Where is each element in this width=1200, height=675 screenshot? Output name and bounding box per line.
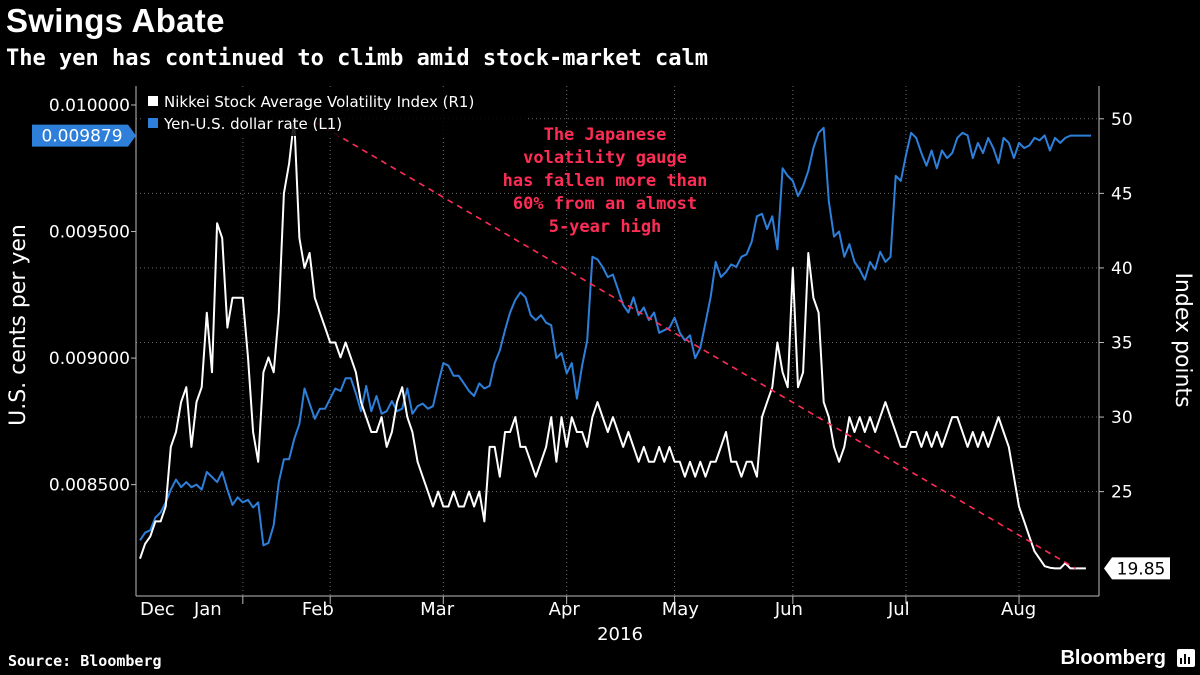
annotation: The Japanese volatility gauge has fallen m… <box>503 125 708 237</box>
chart-title: Swings Abate <box>6 2 225 39</box>
legend-swatch-nikkei <box>148 96 158 106</box>
annotation-line: The Japanese <box>544 125 667 145</box>
y-right-tick-label: 40 <box>1111 259 1133 279</box>
y-right-tick-label: 35 <box>1111 333 1133 353</box>
y-left-tick-label: 0.008500 <box>49 476 130 496</box>
x-tick-label: Mar <box>420 599 455 620</box>
bloomberg-terminal-icon <box>1177 649 1195 667</box>
y-left-axis-label: U.S. cents per yen <box>6 224 31 426</box>
y-right-axis-label: Index points <box>1170 272 1195 407</box>
legend: Nikkei Stock Average Volatility Index (R… <box>141 90 527 136</box>
last-value-right-badge <box>1104 557 1170 580</box>
y-left-tick-label: 0.010000 <box>49 96 130 116</box>
x-tick-label: May <box>662 599 700 620</box>
y-right-tick-label: 50 <box>1111 110 1133 130</box>
axis-labels: 0.008500 0.009000 0.009500 0.010000 25 30 35 40… <box>6 96 1195 645</box>
last-value-left-label: 0.009879 <box>41 127 122 147</box>
y-right-tick-label: 30 <box>1111 408 1133 428</box>
series-lines <box>139 117 1091 570</box>
x-tick-label: Jan <box>193 599 222 620</box>
y-right-tick-label: 25 <box>1111 483 1133 503</box>
chart-subtitle: The yen has continued to climb amid stoc… <box>6 46 708 71</box>
nikkei-volatility-line <box>139 117 1086 570</box>
annotation-line: volatility gauge <box>523 148 687 168</box>
axes <box>131 86 1104 604</box>
x-tick-label: Apr <box>549 599 581 620</box>
x-tick-label: Jul <box>887 599 910 620</box>
annotation-line: 5-year high <box>549 217 662 237</box>
y-left-tick-label: 0.009000 <box>49 349 130 369</box>
legend-swatch-yen <box>148 118 158 128</box>
annotation-line: has fallen more than <box>503 171 708 191</box>
y-left-tick-label: 0.009500 <box>49 223 130 243</box>
source-note: Source: Bloomberg <box>8 652 162 670</box>
y-right-tick-label: 45 <box>1111 184 1133 204</box>
x-tick-label: Dec <box>140 599 175 620</box>
x-tick-label: Jun <box>774 599 803 620</box>
legend-label-nikkei: Nikkei Stock Average Volatility Index (R… <box>164 93 474 111</box>
yen-rate-line <box>139 126 1091 547</box>
x-axis-label: 2016 <box>597 624 643 645</box>
last-value-left-badge <box>32 124 136 147</box>
annotation-line: 60% from an almost <box>513 194 697 214</box>
x-tick-label: Aug <box>1001 599 1036 620</box>
legend-label-yen: Yen-U.S. dollar rate (L1) <box>163 115 342 133</box>
trend-line <box>314 121 1076 570</box>
last-value-right-label: 19.85 <box>1117 559 1166 579</box>
bloomberg-logo: Bloomberg <box>1060 647 1166 669</box>
legend-box <box>141 90 527 136</box>
x-tick-label: Feb <box>302 599 334 620</box>
